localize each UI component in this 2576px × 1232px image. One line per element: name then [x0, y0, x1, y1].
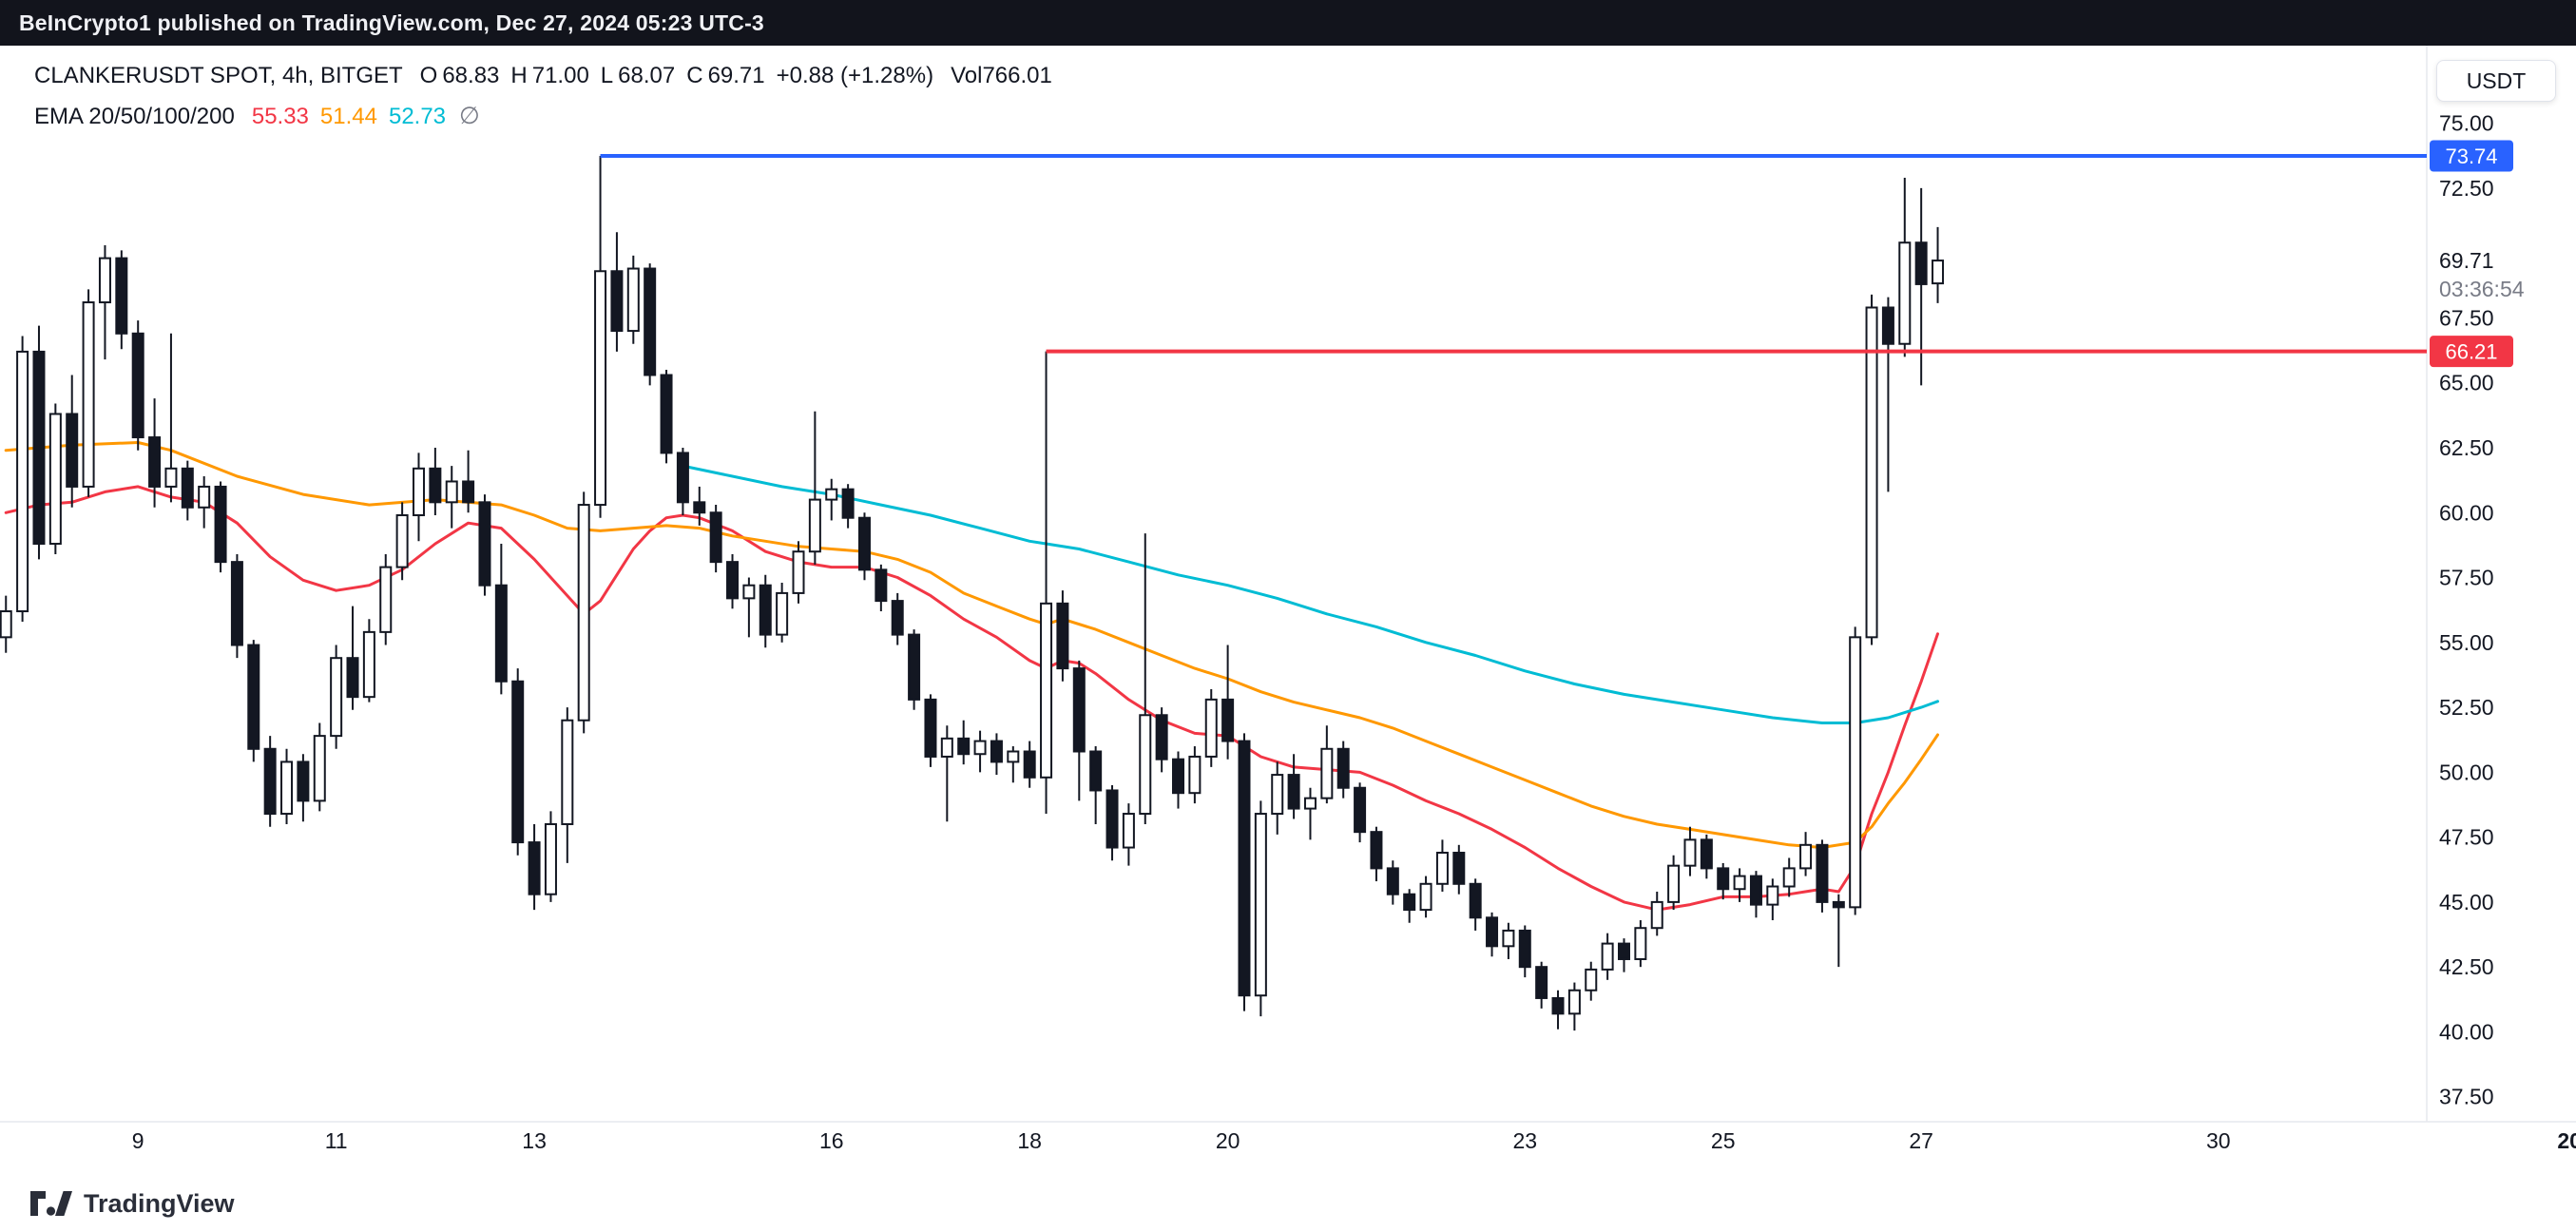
svg-text:57.50: 57.50: [2439, 566, 2494, 590]
candlestick-chart[interactable]: 75.00 72.50 67.50 65.00 62.50 60.00 57.50 55.00…: [0, 46, 2576, 1175]
currency-toggle-button[interactable]: USDT: [2436, 60, 2556, 102]
svg-text:13: 13: [522, 1128, 547, 1153]
svg-text:72.50: 72.50: [2439, 176, 2494, 201]
svg-text:52.50: 52.50: [2439, 695, 2494, 720]
svg-text:45.00: 45.00: [2439, 890, 2494, 914]
svg-text:47.50: 47.50: [2439, 825, 2494, 850]
ema-lines: [4, 441, 1939, 912]
svg-text:18: 18: [1017, 1128, 1042, 1153]
svg-text:23: 23: [1512, 1128, 1537, 1153]
ema50-value: 51.44: [319, 104, 377, 129]
svg-text:03:36:54: 03:36:54: [2439, 277, 2525, 301]
svg-text:25: 25: [1711, 1128, 1736, 1153]
svg-text:65.00: 65.00: [2439, 371, 2494, 395]
axis-separators: [0, 46, 2576, 1123]
tradingview-logo-icon[interactable]: [30, 1191, 72, 1216]
candles: [0, 156, 1945, 1031]
symbol-title[interactable]: CLANKERUSDT SPOT, 4h, BITGET: [34, 63, 403, 88]
footer-bar: TradingView: [0, 1175, 2576, 1232]
chart-legend: CLANKERUSDT SPOT, 4h, BITGET O 68.83 H 71.…: [34, 63, 1052, 141]
price-scale[interactable]: 75.00 72.50 67.50 65.00 62.50 60.00 57.50 55.00…: [2430, 111, 2525, 1109]
svg-text:60.00: 60.00: [2439, 500, 2494, 525]
ohlc-open: O 68.83: [419, 63, 500, 88]
svg-text:9: 9: [132, 1128, 144, 1153]
svg-text:66.21: 66.21: [2445, 340, 2497, 364]
volume: Vol766.01: [951, 63, 1052, 88]
ema100-value: 52.73: [388, 104, 447, 129]
svg-text:30: 30: [2206, 1128, 2231, 1153]
symbol-row: CLANKERUSDT SPOT, 4h, BITGET O 68.83 H 71.…: [34, 63, 1052, 102]
ema200-empty-icon: ∅: [459, 103, 480, 129]
svg-text:16: 16: [819, 1128, 844, 1153]
svg-text:75.00: 75.00: [2439, 111, 2494, 136]
svg-text:67.50: 67.50: [2439, 305, 2494, 330]
horizontal-rays[interactable]: [600, 154, 2427, 354]
chart-area[interactable]: 75.00 72.50 67.50 65.00 62.50 60.00 57.50 55.00…: [0, 46, 2576, 1175]
svg-text:55.00: 55.00: [2439, 630, 2494, 655]
svg-text:62.50: 62.50: [2439, 435, 2494, 460]
svg-text:73.74: 73.74: [2445, 144, 2497, 168]
svg-text:69.71: 69.71: [2439, 248, 2494, 273]
svg-text:37.50: 37.50: [2439, 1085, 2494, 1109]
brand-name[interactable]: TradingView: [84, 1188, 235, 1218]
time-scale[interactable]: 9 11 13 16 18 20 23 25 27 30 2025: [132, 1128, 2576, 1153]
svg-text:2025: 2025: [2557, 1128, 2576, 1153]
ohlc-close: C 69.71: [686, 63, 765, 88]
ema20-value: 55.33: [251, 104, 309, 129]
svg-text:50.00: 50.00: [2439, 760, 2494, 784]
ema-label[interactable]: EMA 20/50/100/200: [34, 104, 235, 129]
svg-text:40.00: 40.00: [2439, 1019, 2494, 1044]
ema-row: EMA 20/50/100/200 55.33 51.44 52.73 ∅: [34, 102, 1052, 141]
ohlc-high: H 71.00: [510, 63, 589, 88]
svg-text:11: 11: [325, 1128, 348, 1153]
svg-text:20: 20: [1216, 1128, 1240, 1153]
ohlc-low: L 68.07: [600, 63, 676, 88]
attribution-bar: BeInCrypto1 published on TradingView.com…: [0, 0, 2576, 46]
attribution-text: BeInCrypto1 published on TradingView.com…: [19, 10, 764, 35]
svg-text:42.50: 42.50: [2439, 954, 2494, 979]
svg-text:27: 27: [1909, 1128, 1933, 1153]
price-change: +0.88 (+1.28%): [776, 63, 934, 88]
